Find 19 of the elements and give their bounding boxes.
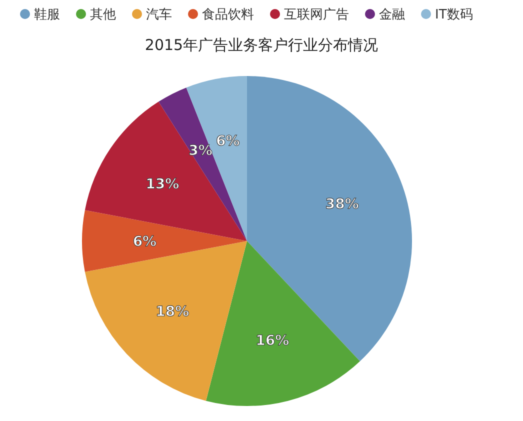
legend-label: 鞋服 xyxy=(34,8,60,22)
data-label: 3% xyxy=(188,142,212,159)
text: 2015年广告业务客户行业分布情况 xyxy=(144,36,378,54)
data-label: 18% xyxy=(156,304,190,320)
pie-slice xyxy=(82,210,247,272)
legend-label: 互联网广告 xyxy=(284,8,349,22)
legend-label: 汽车 xyxy=(146,8,172,22)
pie-slice xyxy=(247,76,412,362)
legend-label: 金融 xyxy=(379,8,405,22)
data-label: 16% xyxy=(256,333,290,350)
data-label: 13% xyxy=(146,176,180,192)
legend-label: 其他 xyxy=(90,8,116,22)
legend-label: IT数码 xyxy=(435,8,473,22)
pie-slice xyxy=(206,241,360,406)
data-label: 38% xyxy=(325,196,359,212)
data-label: 6% xyxy=(132,234,157,250)
data-label: 6% xyxy=(216,134,240,150)
legend-label: 食品饮料 xyxy=(202,8,254,22)
pie-slice xyxy=(186,76,247,241)
